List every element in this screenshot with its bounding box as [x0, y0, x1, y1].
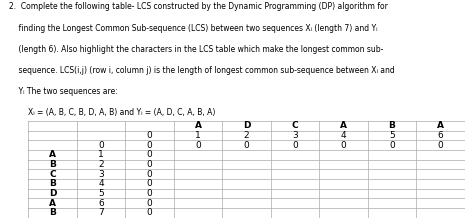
Text: A: A	[194, 121, 201, 130]
Text: C: C	[292, 121, 298, 130]
Text: 0: 0	[146, 160, 153, 169]
Text: 6: 6	[98, 199, 104, 208]
Text: 0: 0	[340, 141, 346, 150]
Text: 2: 2	[98, 160, 104, 169]
Text: Yᵢ The two sequences are:: Yᵢ The two sequences are:	[9, 87, 118, 96]
Text: A: A	[49, 199, 56, 208]
Text: 2: 2	[244, 131, 249, 140]
Text: 0: 0	[146, 180, 153, 188]
Text: 6: 6	[438, 131, 443, 140]
Text: 4: 4	[98, 180, 104, 188]
Text: 3: 3	[292, 131, 298, 140]
Text: A: A	[49, 150, 56, 159]
Text: 2.  Complete the following table- LCS constructed by the Dynamic Programming (DP: 2. Complete the following table- LCS con…	[9, 2, 388, 11]
Text: 0: 0	[146, 189, 153, 198]
Text: B: B	[49, 160, 56, 169]
Text: 7: 7	[98, 209, 104, 217]
Text: Xᵢ = (A, B, C, B, D, A, B) and Yᵢ = (A, D, C, A, B, A): Xᵢ = (A, B, C, B, D, A, B) and Yᵢ = (A, …	[9, 108, 216, 117]
Text: 0: 0	[438, 141, 443, 150]
Text: (length 6). Also highlight the characters in the LCS table which make the longes: (length 6). Also highlight the character…	[9, 45, 384, 54]
Text: 4: 4	[341, 131, 346, 140]
Text: 0: 0	[98, 141, 104, 150]
Text: 5: 5	[389, 131, 395, 140]
Text: D: D	[243, 121, 250, 130]
Text: C: C	[49, 170, 56, 179]
Text: 0: 0	[146, 199, 153, 208]
Text: 0: 0	[244, 141, 249, 150]
Text: finding the Longest Common Sub-sequence (LCS) between two sequences Xᵢ (length 7: finding the Longest Common Sub-sequence …	[9, 24, 378, 33]
Text: B: B	[49, 209, 56, 217]
Text: 0: 0	[195, 141, 201, 150]
Text: 0: 0	[146, 150, 153, 159]
Text: 5: 5	[98, 189, 104, 198]
Text: 0: 0	[146, 141, 153, 150]
Text: B: B	[388, 121, 395, 130]
Text: D: D	[49, 189, 56, 198]
Text: 1: 1	[98, 150, 104, 159]
Text: 0: 0	[146, 209, 153, 217]
Text: sequence. LCS(i,j) (row i, column j) is the length of longest common sub-sequenc: sequence. LCS(i,j) (row i, column j) is …	[9, 66, 395, 75]
Text: A: A	[340, 121, 347, 130]
Text: 0: 0	[146, 170, 153, 179]
Text: 3: 3	[98, 170, 104, 179]
Text: 0: 0	[389, 141, 395, 150]
Text: A: A	[437, 121, 444, 130]
Text: 0: 0	[146, 131, 153, 140]
Text: 0: 0	[292, 141, 298, 150]
Text: B: B	[49, 180, 56, 188]
Text: 1: 1	[195, 131, 201, 140]
